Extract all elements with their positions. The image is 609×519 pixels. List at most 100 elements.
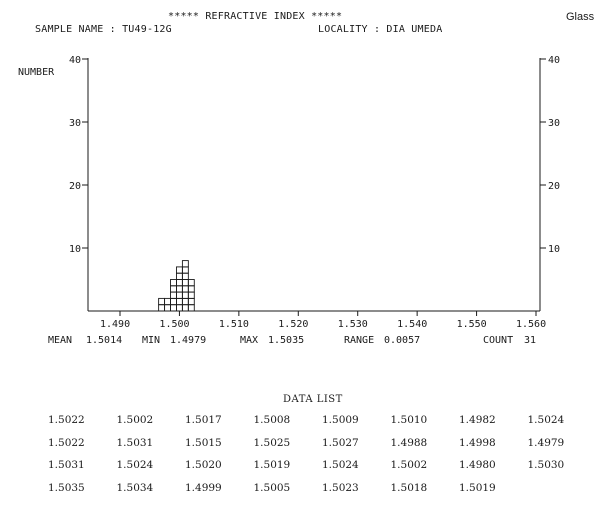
data-list-value: 1.5002	[390, 459, 428, 471]
histogram-cell	[176, 297, 183, 306]
data-list-title: DATA LIST	[283, 394, 343, 405]
histogram-cell	[181, 291, 189, 299]
data-list-value: 1.5022	[48, 414, 85, 426]
data-list-value: 1.5018	[390, 481, 428, 494]
data-list-value: 1.5031	[48, 459, 85, 471]
count-label: COUNT	[483, 335, 514, 346]
min-label: MIN	[142, 335, 161, 346]
histogram-bar	[164, 297, 171, 312]
histogram-cell	[176, 272, 183, 280]
max-value: 1.5035	[268, 335, 305, 346]
histogram-cell	[181, 272, 189, 280]
x-tick-label: 1.520	[278, 319, 308, 330]
data-list-value: 1.5030	[527, 459, 565, 471]
histogram-cell	[164, 304, 171, 312]
data-list-value: 1.5015	[185, 436, 222, 449]
y-ticks-right: 10 20 30 40	[540, 55, 560, 255]
range-label: RANGE	[344, 335, 375, 346]
data-list-value: 1.5005	[253, 481, 291, 494]
data-list-value: 1.4998	[459, 436, 496, 449]
y-tick-label-right: 30	[548, 118, 560, 129]
histogram-bar	[187, 279, 195, 312]
chart-title: ***** REFRACTIVE INDEX *****	[168, 11, 343, 22]
histogram-cell	[181, 279, 189, 287]
histogram-bar	[158, 297, 166, 312]
data-list-value: 1.4999	[185, 481, 222, 494]
y-axis-label: NUMBER	[18, 67, 55, 78]
y-tick-label-right: 20	[548, 181, 560, 192]
x-tick-label: 1.530	[338, 319, 368, 330]
max-label: MAX	[240, 335, 259, 346]
x-tick-label: 1.560	[516, 319, 546, 330]
data-list-value: 1.5023	[322, 481, 359, 494]
histogram-cell	[187, 297, 195, 306]
axes	[87, 58, 541, 312]
y-ticks-left: 10 20 30 40	[69, 55, 88, 255]
x-ticks: 1.490 1.500 1.510 1.520 1.530 1.540 1.550 1.560	[100, 311, 546, 330]
x-tick-label: 1.510	[219, 319, 249, 330]
data-list-value: 1.5034	[116, 481, 154, 494]
histogram-cell	[176, 266, 183, 274]
histogram-cell	[170, 297, 177, 306]
histogram-cell	[170, 304, 177, 312]
data-list-value: 1.5024	[527, 414, 565, 426]
sample-name: SAMPLE NAME : TU49-12G	[35, 24, 172, 35]
data-list-value: 1.5010	[390, 414, 428, 426]
y-tick-label-right: 10	[548, 244, 560, 255]
histogram-cell	[181, 285, 189, 293]
data-list-value: 1.5017	[185, 414, 222, 426]
y-tick-label-left: 40	[69, 55, 81, 66]
histogram-bar	[176, 266, 183, 312]
mean-value: 1.5014	[86, 335, 123, 346]
data-list-value: 1.5025	[253, 436, 291, 449]
material-tag: Glass	[566, 11, 595, 23]
data-list-value: 1.5019	[459, 481, 496, 494]
data-list-value: 1.5027	[322, 436, 359, 449]
histogram-cell	[187, 285, 195, 293]
histogram-cell	[187, 304, 195, 312]
histogram-cell	[181, 297, 189, 306]
histogram-cell	[158, 297, 166, 306]
y-tick-label-left: 20	[69, 181, 81, 192]
y-tick-label-right: 40	[548, 55, 560, 66]
histogram-cell	[176, 291, 183, 299]
data-list-value: 1.4988	[390, 436, 428, 449]
data-list-value: 1.5024	[116, 459, 154, 471]
range-value: 0.0057	[384, 335, 421, 346]
histogram-cell	[164, 297, 171, 306]
count-value: 31	[524, 335, 537, 346]
data-list-value: 1.5008	[253, 414, 291, 426]
data-list-value: 1.5024	[322, 459, 359, 471]
y-tick-label-left: 30	[69, 118, 81, 129]
min-value: 1.4979	[170, 335, 207, 346]
histogram-cell	[187, 279, 195, 287]
histogram-cell	[187, 291, 195, 299]
x-tick-label: 1.550	[457, 319, 487, 330]
data-list-value: 1.5009	[322, 414, 359, 426]
y-tick-label-left: 10	[69, 244, 81, 255]
data-list-value: 1.4980	[459, 459, 496, 471]
histogram-cell	[176, 279, 183, 287]
data-list-value: 1.5035	[48, 481, 85, 494]
histogram-cell	[181, 304, 189, 312]
data-list-value: 1.5002	[116, 414, 154, 426]
histogram-bar	[170, 279, 177, 312]
data-list-value: 1.5020	[185, 459, 222, 471]
x-tick-label: 1.500	[159, 319, 189, 330]
histogram-cell	[170, 285, 177, 293]
histogram-cell	[170, 291, 177, 299]
locality: LOCALITY : DIA UMEDA	[318, 24, 443, 35]
data-list-value: 1.4979	[527, 436, 565, 449]
histogram-cell	[181, 266, 189, 274]
data-list-value: 1.5031	[116, 436, 154, 449]
histogram-cell	[176, 304, 183, 312]
histogram-cell	[170, 279, 177, 287]
histogram-cell	[176, 285, 183, 293]
mean-label: MEAN	[48, 335, 73, 346]
histogram-bars	[158, 260, 195, 312]
data-list-value: 1.5022	[48, 436, 85, 449]
histogram-cell	[181, 260, 189, 268]
histogram-plot: 1.490 1.500 1.510 1.520 1.530 1.540 1.550 1.560…	[69, 55, 560, 330]
x-tick-label: 1.540	[397, 319, 427, 330]
histogram-cell	[158, 304, 166, 312]
